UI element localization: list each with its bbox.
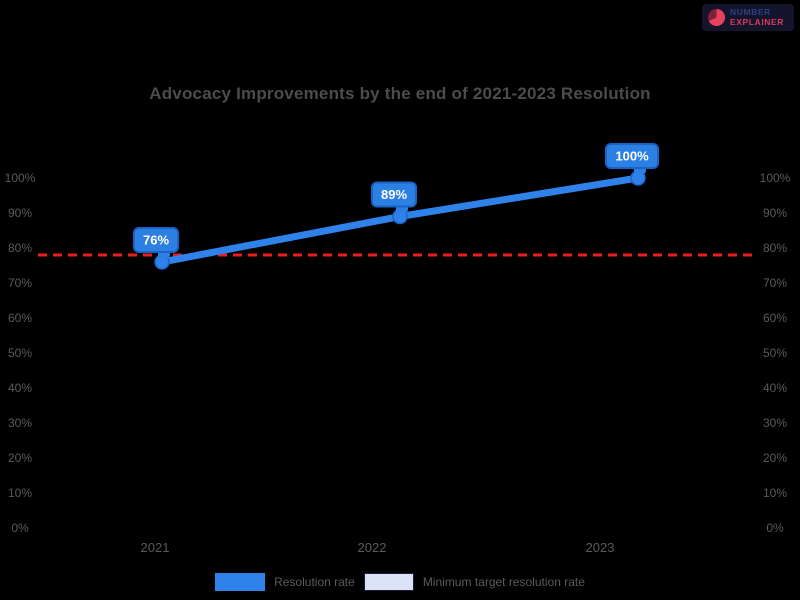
y-tick-right: 90%	[763, 206, 787, 220]
data-label-box	[371, 181, 417, 208]
data-label-text: 100%	[615, 149, 649, 164]
y-tick-left: 60%	[8, 311, 32, 325]
legend-swatch-target	[363, 573, 414, 591]
y-tick-right: 30%	[763, 416, 787, 430]
data-label-box	[605, 143, 659, 169]
data-label-text: 76%	[143, 233, 169, 248]
y-tick-right: 60%	[763, 311, 787, 325]
y-tick-left: 80%	[8, 241, 32, 255]
x-tick-label: 2023	[586, 540, 615, 555]
y-tick-right: 100%	[760, 171, 791, 185]
y-tick-left: 30%	[8, 416, 32, 430]
y-tick-right: 50%	[763, 346, 787, 360]
x-tick-label: 2021	[141, 540, 170, 555]
y-tick-right: 70%	[763, 276, 787, 290]
brand-icon	[708, 9, 725, 26]
legend: Resolution rate Minimum target resolutio…	[0, 573, 800, 591]
brand-logo: NUMBER EXPLAINER	[702, 4, 794, 31]
y-tick-left: 10%	[8, 486, 32, 500]
y-tick-left: 70%	[8, 276, 32, 290]
data-label-box	[133, 227, 179, 253]
legend-swatch-series	[215, 573, 266, 591]
y-tick-right: 80%	[763, 241, 787, 255]
y-tick-left: 20%	[8, 451, 32, 465]
y-tick-left: 40%	[8, 381, 32, 395]
y-tick-left: 0%	[11, 521, 29, 535]
y-tick-right: 0%	[766, 521, 784, 535]
y-tick-right: 10%	[763, 486, 787, 500]
brand-line1: NUMBER	[730, 6, 771, 17]
brand-line2: EXPLAINER	[730, 16, 785, 27]
brand-text: NUMBER EXPLAINER	[730, 6, 785, 28]
legend-label-series: Resolution rate	[274, 575, 355, 589]
y-tick-left: 50%	[8, 346, 32, 360]
y-tick-right: 40%	[763, 381, 787, 395]
y-tick-left: 100%	[5, 171, 36, 185]
y-tick-left: 90%	[8, 206, 32, 220]
legend-label-target: Minimum target resolution rate	[422, 575, 585, 589]
data-label-text: 89%	[381, 187, 407, 202]
x-tick-label: 2022	[358, 540, 387, 555]
chart-title: Advocacy Improvements by the end of 2021…	[149, 84, 651, 103]
y-tick-right: 20%	[763, 451, 787, 465]
